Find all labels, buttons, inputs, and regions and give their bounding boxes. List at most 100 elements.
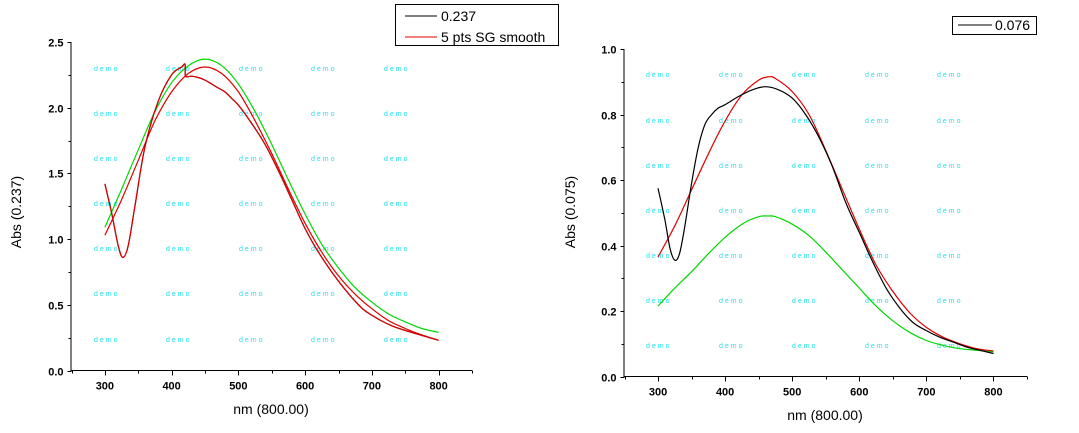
watermark-text: demo <box>865 163 891 170</box>
watermark-text: demo <box>792 253 818 260</box>
legend-box <box>952 16 1037 35</box>
watermark-text: demo <box>792 208 818 215</box>
x-axis-title: nm (800.00) <box>787 407 862 423</box>
watermark-text: demo <box>937 253 963 260</box>
watermark-text: demo <box>937 208 963 215</box>
x-tick-label: 300 <box>96 381 114 393</box>
x-ticks: 300 400 500 600 700 800 <box>625 376 1028 399</box>
watermark-text: demo <box>166 66 192 73</box>
watermark-text: demo <box>311 291 337 298</box>
watermark-text: demo <box>865 253 891 260</box>
legend-box <box>395 4 559 46</box>
watermark-text: demo <box>792 298 818 305</box>
watermark-text: demo <box>937 72 963 79</box>
watermark-text: demo <box>311 66 337 73</box>
watermark-text: demo <box>719 163 745 170</box>
x-tick-label: 400 <box>716 387 734 399</box>
watermark-text: demo <box>311 246 337 253</box>
watermark-text: demo <box>94 291 120 298</box>
watermark-text: demo <box>239 111 265 118</box>
watermark-text: demo <box>239 291 265 298</box>
watermark-text: demo <box>239 66 265 73</box>
watermark-text: demo <box>719 208 745 215</box>
y-tick-label: 0.8 <box>601 111 616 123</box>
x-tick-label: 700 <box>363 381 381 393</box>
watermark-text: demo <box>384 291 410 298</box>
y-tick-label: 1.0 <box>48 235 63 247</box>
watermark-text: demo <box>166 201 192 208</box>
watermark-text: demo <box>865 298 891 305</box>
x-ticks: 300 400 500 600 700 800 <box>72 370 473 393</box>
watermark-text: demo <box>94 337 120 344</box>
watermark-text: demo <box>792 163 818 170</box>
watermark-text: demo <box>865 343 891 350</box>
watermark-text: demo <box>646 208 672 215</box>
series-line-fit <box>657 75 994 352</box>
watermark-text: demo <box>792 118 818 125</box>
watermark-text: demo <box>384 156 410 163</box>
watermark-text: demo <box>166 246 192 253</box>
watermark-layer: demo demo demo demo demo demo demo demo demo demo… <box>646 72 963 350</box>
series-line-fit <box>104 66 439 341</box>
watermark-text: demo <box>646 163 672 170</box>
watermark-text: demo <box>865 208 891 215</box>
y-tick-label: 0.0 <box>48 367 63 379</box>
watermark-text: demo <box>719 298 745 305</box>
y-tick-label: 0.2 <box>601 307 616 319</box>
watermark-text: demo <box>384 111 410 118</box>
y-tick-label: 0.4 <box>601 242 617 254</box>
watermark-text: demo <box>239 246 265 253</box>
series-line-5-pts-sg-smooth <box>104 63 439 341</box>
watermark-text: demo <box>646 343 672 350</box>
legend-label-1: 5 pts SG smooth <box>441 29 545 45</box>
y-axis-title: Abs (0.075) <box>562 176 578 248</box>
x-tick-label: 600 <box>850 387 868 399</box>
watermark-text: demo <box>311 111 337 118</box>
x-tick-label: 700 <box>917 387 935 399</box>
chart-right: demo demo demo demo demo demo demo demo demo demo… <box>562 16 1037 423</box>
x-axis-title: nm (800.00) <box>233 401 308 417</box>
watermark-text: demo <box>384 337 410 344</box>
legend-label-0: 0.076 <box>995 17 1030 33</box>
watermark-text: demo <box>94 156 120 163</box>
x-tick-label: 500 <box>229 381 247 393</box>
watermark-text: demo <box>937 298 963 305</box>
legend: 0.237 5 pts SG smooth <box>395 4 559 46</box>
series-line-green <box>657 215 994 353</box>
watermark-text: demo <box>166 111 192 118</box>
watermark-text: demo <box>384 246 410 253</box>
y-tick-label: 1.5 <box>48 169 63 181</box>
legend: 0.076 <box>952 16 1037 35</box>
y-tick-label: 1.0 <box>601 45 616 57</box>
watermark-text: demo <box>94 246 120 253</box>
watermark-text: demo <box>239 156 265 163</box>
watermark-text: demo <box>792 72 818 79</box>
y-ticks: 0.0 0.5 1.0 1.5 2.0 2.5 <box>48 38 72 379</box>
watermark-text: demo <box>646 72 672 79</box>
watermark-text: demo <box>719 72 745 79</box>
watermark-text: demo <box>792 343 818 350</box>
legend-label-0: 0.237 <box>441 8 476 24</box>
y-axis-title: Abs (0.237) <box>8 176 24 248</box>
series-line-green <box>104 58 439 333</box>
watermark-text: demo <box>166 337 192 344</box>
watermark-text: demo <box>865 72 891 79</box>
watermark-text: demo <box>94 66 120 73</box>
chart-left: demo demo demo demo demo demo demo demo demo demo… <box>8 4 559 417</box>
watermark-layer: demo demo demo demo demo demo demo demo demo demo… <box>94 66 410 344</box>
watermark-text: demo <box>646 118 672 125</box>
watermark-text: demo <box>239 337 265 344</box>
watermark-text: demo <box>311 156 337 163</box>
watermark-text: demo <box>865 118 891 125</box>
y-tick-label: 0.5 <box>48 301 63 313</box>
y-tick-label: 0.0 <box>601 373 616 385</box>
series-line-0-076 <box>657 86 994 355</box>
watermark-text: demo <box>311 337 337 344</box>
x-tick-label: 300 <box>649 387 667 399</box>
series-layer <box>104 58 439 341</box>
series-layer <box>657 75 994 355</box>
y-tick-label: 2.5 <box>48 38 63 50</box>
watermark-text: demo <box>937 118 963 125</box>
y-ticks: 0.0 0.2 0.4 0.6 0.8 1.0 <box>601 45 625 385</box>
